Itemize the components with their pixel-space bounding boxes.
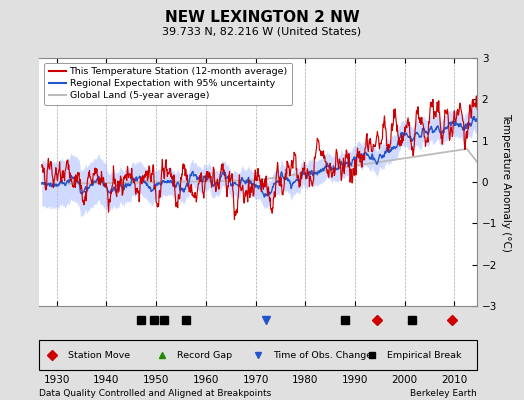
Text: 1930: 1930 (43, 375, 70, 385)
Text: 1960: 1960 (193, 375, 219, 385)
Text: 1940: 1940 (93, 375, 119, 385)
Text: NEW LEXINGTON 2 NW: NEW LEXINGTON 2 NW (165, 10, 359, 25)
Text: 1970: 1970 (243, 375, 269, 385)
Text: Record Gap: Record Gap (177, 350, 232, 360)
Text: 1980: 1980 (292, 375, 319, 385)
Text: 39.733 N, 82.216 W (United States): 39.733 N, 82.216 W (United States) (162, 26, 362, 36)
Legend: This Temperature Station (12-month average), Regional Expectation with 95% uncer: This Temperature Station (12-month avera… (44, 63, 292, 105)
Text: 1990: 1990 (342, 375, 368, 385)
Text: 2010: 2010 (441, 375, 467, 385)
Text: Berkeley Earth: Berkeley Earth (410, 389, 477, 398)
Text: Empirical Break: Empirical Break (387, 350, 462, 360)
Text: 1950: 1950 (143, 375, 169, 385)
Text: Station Move: Station Move (68, 350, 130, 360)
Y-axis label: Temperature Anomaly (°C): Temperature Anomaly (°C) (501, 112, 511, 252)
Text: 2000: 2000 (391, 375, 418, 385)
Text: Time of Obs. Change: Time of Obs. Change (274, 350, 373, 360)
Text: Data Quality Controlled and Aligned at Breakpoints: Data Quality Controlled and Aligned at B… (39, 389, 271, 398)
